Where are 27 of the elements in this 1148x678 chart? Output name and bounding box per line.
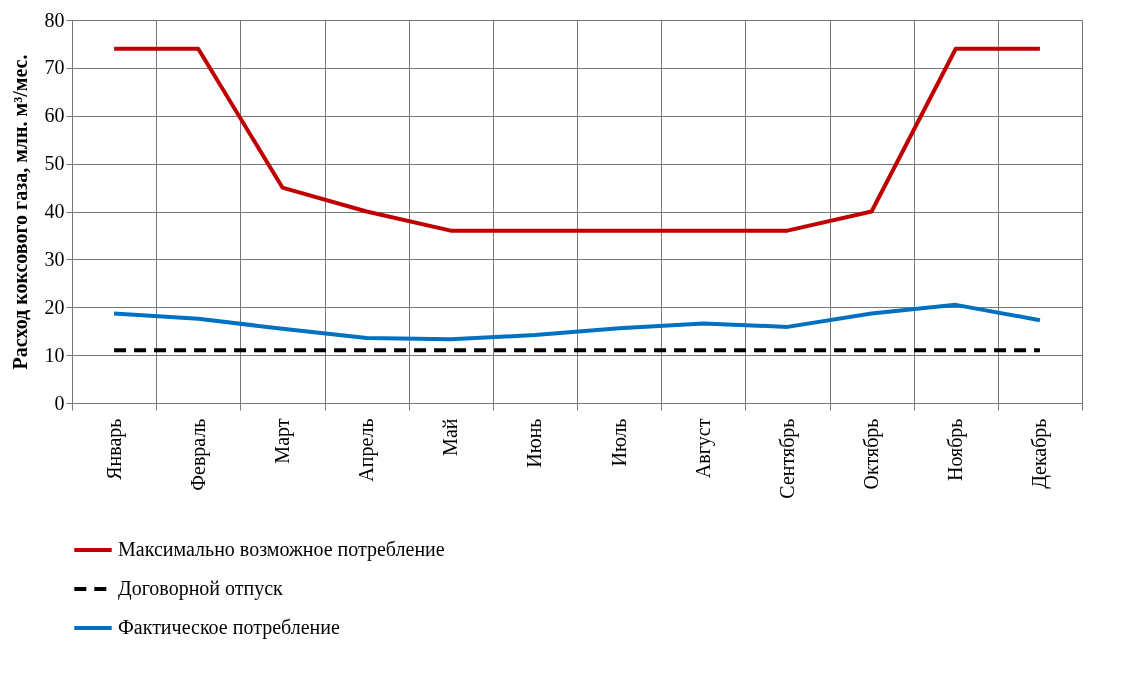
x-tick-label: Январь [102, 418, 126, 480]
y-tick-label: 60 [44, 104, 65, 127]
x-tick-label: Апрель [355, 418, 379, 482]
line-series [112, 302, 1042, 342]
legend-label: Максимально возможное потребление [118, 538, 445, 561]
x-tick-label: Февраль [186, 418, 210, 491]
x-tick-label: Ноябрь [944, 418, 968, 482]
x-tick-label: Декабрь [1028, 418, 1052, 489]
y-tick-label: 20 [44, 295, 65, 318]
y-tick-label: 10 [44, 343, 65, 366]
y-tick-label: 70 [44, 56, 65, 79]
x-tick-label: Август [691, 418, 715, 479]
y-tick-label: 80 [44, 8, 65, 31]
line-series [112, 46, 1042, 233]
x-tick-label: Июнь [523, 418, 546, 468]
x-tick-label: Май [439, 418, 462, 456]
x-tick-label: Сентябрь [775, 418, 799, 499]
y-tick-label: 40 [44, 200, 65, 222]
y-tick-label: 30 [44, 247, 65, 270]
x-tick-label: Октябрь [860, 418, 884, 490]
x-tick-label: Июль [607, 418, 630, 467]
legend-label: Фактическое потребление [118, 616, 340, 639]
y-tick-label: 50 [44, 152, 65, 175]
y-axis-title: Расход коксового газа, млн. м³/мес. [8, 54, 31, 370]
x-tick-label: Март [270, 418, 294, 464]
y-tick-label: 0 [54, 391, 65, 414]
legend-label: Договорной отпуск [118, 577, 284, 600]
